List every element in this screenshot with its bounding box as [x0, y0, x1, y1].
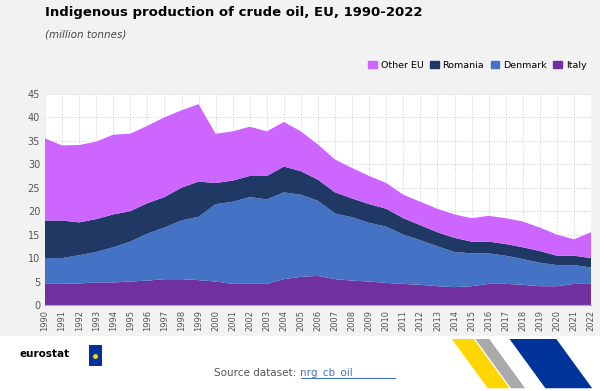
Text: (million tonnes): (million tonnes)	[45, 29, 127, 39]
Polygon shape	[475, 339, 525, 388]
Text: Source dataset:: Source dataset:	[215, 368, 300, 378]
Text: Indigenous production of crude oil, EU, 1990-2022: Indigenous production of crude oil, EU, …	[45, 6, 422, 19]
Text: nrg_cb_oil: nrg_cb_oil	[300, 368, 353, 378]
Text: eurostat: eurostat	[19, 349, 70, 359]
Text: nrg_cb_oil: nrg_cb_oil	[300, 379, 353, 390]
Legend: Other EU, Romania, Denmark, Italy: Other EU, Romania, Denmark, Italy	[368, 61, 586, 70]
Polygon shape	[452, 339, 509, 388]
Polygon shape	[509, 339, 592, 388]
